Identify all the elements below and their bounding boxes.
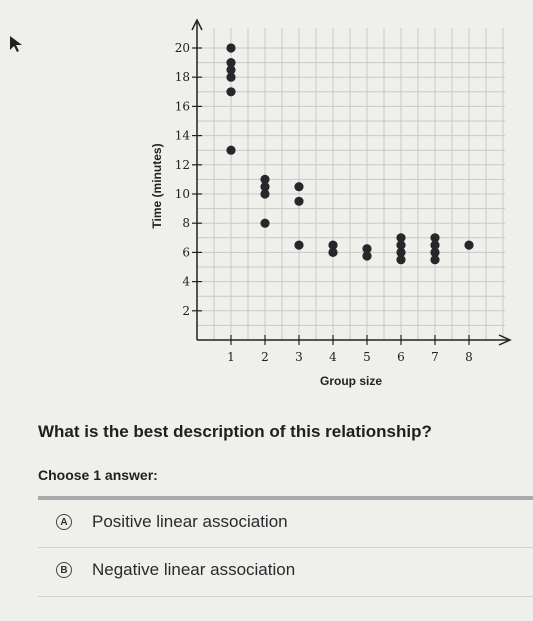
data-point: [226, 43, 236, 53]
x-tick-label: 1: [227, 350, 235, 364]
x-tick-label: 2: [261, 350, 269, 364]
data-point: [362, 251, 372, 261]
x-axis-arrow-icon: [498, 334, 512, 346]
data-point: [260, 218, 270, 228]
data-point: [464, 240, 474, 250]
data-point: [226, 58, 236, 68]
chart-grid: [197, 28, 505, 340]
y-axis-label: Time (minutes): [150, 143, 164, 228]
data-point: [362, 244, 372, 254]
choice-separator: [38, 596, 533, 597]
data-point: [226, 87, 236, 97]
y-tick-label: 12: [175, 158, 190, 172]
data-point: [294, 182, 304, 192]
x-tick-label: 6: [397, 350, 405, 364]
x-tick-label: 4: [329, 350, 337, 364]
data-point: [294, 196, 304, 206]
data-points: [226, 43, 474, 265]
divider: [38, 496, 533, 500]
choose-prompt: Choose 1 answer:: [38, 467, 158, 483]
data-point: [430, 240, 440, 250]
y-axis-arrow-icon: [191, 18, 203, 31]
x-tick-labels: 1 2 3 4 5 6 7 8: [227, 350, 473, 364]
y-tick-labels: 2 4 6 8 10 12 14 16 18 20: [175, 41, 191, 318]
data-point: [226, 65, 236, 75]
x-tick-label: 7: [431, 350, 439, 364]
data-point: [430, 233, 440, 243]
data-point: [226, 145, 236, 155]
data-point: [328, 240, 338, 250]
data-point: [328, 247, 338, 257]
choice-b-label: Negative linear association: [92, 560, 296, 579]
choice-separator: [38, 547, 533, 548]
data-point: [260, 174, 270, 184]
data-point: [396, 255, 406, 265]
y-tick-label: 20: [175, 41, 190, 55]
answer-choice-a[interactable]: A Positive linear association: [38, 500, 533, 544]
y-tick-label: 14: [175, 129, 191, 143]
y-tick-label: 2: [182, 304, 190, 318]
data-point: [396, 247, 406, 257]
y-tick-label: 8: [182, 216, 190, 230]
x-tick-label: 5: [363, 350, 371, 364]
data-point: [294, 240, 304, 250]
choice-letter-a-badge: A: [56, 514, 72, 530]
y-tick-label: 6: [182, 245, 190, 259]
answer-choice-b[interactable]: B Negative linear association: [38, 548, 533, 592]
x-tick-label: 3: [295, 350, 303, 364]
data-point: [396, 233, 406, 243]
data-point: [430, 247, 440, 257]
x-tick-label: 8: [465, 350, 473, 364]
choice-letter-b-badge: B: [56, 562, 72, 578]
data-point: [260, 182, 270, 192]
data-point: [260, 189, 270, 199]
y-tick-label: 16: [175, 99, 190, 113]
data-point: [396, 240, 406, 250]
chart-axes: [191, 18, 512, 346]
data-point: [430, 255, 440, 265]
choice-a-label: Positive linear association: [92, 512, 288, 531]
question-text: What is the best description of this rel…: [38, 422, 432, 441]
y-tick-label: 4: [182, 275, 190, 289]
data-point: [226, 72, 236, 82]
mouse-cursor-icon: [10, 36, 22, 52]
y-tick-label: 18: [175, 70, 190, 84]
x-axis-label: Group size: [320, 374, 382, 388]
y-tick-label: 10: [175, 187, 190, 201]
